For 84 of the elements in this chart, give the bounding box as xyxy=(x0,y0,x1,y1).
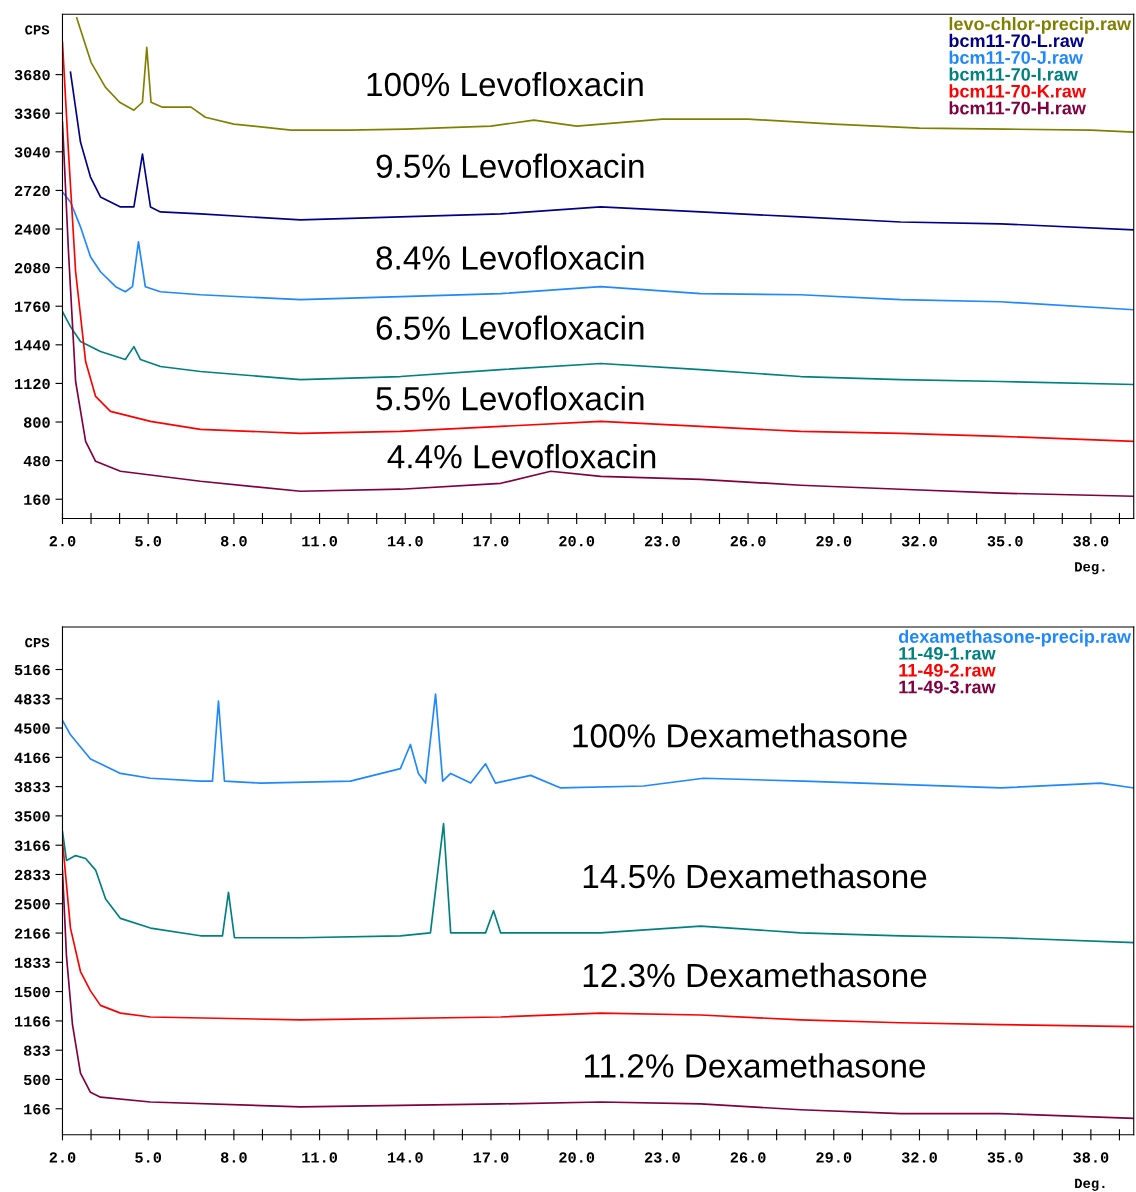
y-tick-label: 2166 xyxy=(14,928,50,939)
y-tick-label: 1120 xyxy=(15,378,50,390)
y-tick-label: 3166 xyxy=(14,840,50,851)
x-axis-title: Deg. xyxy=(1075,562,1105,575)
y-tick-label: 2080 xyxy=(14,262,50,274)
line-series xyxy=(62,310,1134,386)
y-tick-label: 833 xyxy=(23,1045,50,1056)
x-tick-label: 14.0 xyxy=(387,1152,423,1163)
line-series xyxy=(62,191,1134,311)
line-series xyxy=(62,693,1134,789)
text: bcm11-70-J.raw xyxy=(949,50,1083,64)
y-tick-label: 160 xyxy=(24,494,50,505)
x-tick-label: 2.0 xyxy=(49,1152,76,1163)
text: 11-49-1.raw xyxy=(899,647,996,660)
line-series xyxy=(62,840,1134,1028)
text: dexamethasone-precip.raw xyxy=(898,629,1132,647)
y-axis-title: CPS xyxy=(25,25,50,35)
y-tick-label: 4833 xyxy=(14,694,50,705)
y-tick-label: 166 xyxy=(24,1104,50,1115)
x-tick-label: 32.0 xyxy=(901,1152,937,1163)
y-tick-label: 1166 xyxy=(15,1016,50,1027)
y-tick-label: 480 xyxy=(23,455,50,467)
annotation: 5.5% Levofloxacin xyxy=(376,386,644,411)
text: bcm11-70-H.raw xyxy=(949,101,1086,115)
y-tick-label: 3040 xyxy=(14,147,50,158)
x-tick-label: 20.0 xyxy=(559,536,595,547)
annotation: 8.4% Levofloxacin xyxy=(376,245,644,270)
annotation: 6.5% Levofloxacin xyxy=(376,315,644,340)
y-tick-label: 2400 xyxy=(14,224,50,235)
annotation: 100% Levofloxacin xyxy=(367,71,643,97)
x-tick-label: 17.0 xyxy=(473,1152,509,1163)
y-tick-label: 2833 xyxy=(14,869,50,881)
y-tick-label: 2500 xyxy=(14,899,50,910)
annotation: 4.4% Levofloxacin xyxy=(387,443,656,469)
y-axis-title: CPS xyxy=(25,637,50,648)
text: bcm11-70-L.raw xyxy=(949,33,1084,48)
x-tick-label: 38.0 xyxy=(1073,1152,1109,1163)
x-tick-label: 38.0 xyxy=(1073,536,1109,547)
x-axis-title: Deg. xyxy=(1075,1178,1105,1191)
y-tick-label: 1500 xyxy=(15,986,50,998)
x-tick-label: 23.0 xyxy=(644,536,680,547)
annotation: 11.2% Dexamethasone xyxy=(585,1053,926,1078)
y-tick-label: 5166 xyxy=(14,664,50,676)
x-tick-label: 35.0 xyxy=(987,1152,1023,1163)
text: 11-49-3.raw xyxy=(899,680,996,694)
x-tick-label: 5.0 xyxy=(135,1152,162,1163)
x-tick-label: 20.0 xyxy=(559,1152,595,1163)
line-series xyxy=(75,17,1134,133)
text: bcm11-70-I.raw xyxy=(949,67,1078,81)
x-tick-label: 29.0 xyxy=(816,1152,852,1163)
y-tick-label: 4500 xyxy=(14,723,50,734)
y-tick-label: 3833 xyxy=(14,781,50,793)
annotation: 12.3% Dexamethasone xyxy=(583,962,927,988)
y-tick-label: 1760 xyxy=(15,301,50,312)
text: levo-chlor-precip.raw xyxy=(949,17,1132,34)
annotation: 100% Dexamethasone xyxy=(573,723,907,748)
y-tick-label: 500 xyxy=(23,1074,50,1086)
x-tick-label: 8.0 xyxy=(220,1152,247,1163)
x-tick-label: 5.0 xyxy=(135,536,162,547)
x-tick-label: 14.0 xyxy=(387,536,423,547)
x-tick-label: 26.0 xyxy=(730,1152,766,1163)
y-tick-label: 3680 xyxy=(14,69,50,81)
text: 11-49-2.raw xyxy=(899,663,996,677)
y-tick-label: 800 xyxy=(23,417,50,428)
x-tick-label: 8.0 xyxy=(220,536,247,547)
annotation: 9.5% Levofloxacin xyxy=(376,153,644,179)
y-tick-label: 1440 xyxy=(15,340,50,351)
x-tick-label: 23.0 xyxy=(644,1152,680,1163)
x-tick-label: 17.0 xyxy=(473,536,509,547)
x-tick-label: 32.0 xyxy=(901,536,937,547)
line-series xyxy=(62,822,1134,944)
x-tick-label: 35.0 xyxy=(987,536,1023,547)
y-tick-label: 1833 xyxy=(15,957,50,969)
x-tick-label: 26.0 xyxy=(730,536,766,547)
x-tick-label: 2.0 xyxy=(49,536,76,547)
y-tick-label: 3500 xyxy=(14,811,50,822)
x-tick-label: 29.0 xyxy=(816,536,852,547)
y-tick-label: 4166 xyxy=(14,752,50,764)
text: bcm11-70-K.raw xyxy=(949,84,1086,98)
x-tick-label: 11.0 xyxy=(302,536,338,547)
y-tick-label: 3360 xyxy=(14,108,50,119)
y-tick-label: 2720 xyxy=(14,185,50,197)
annotation: 14.5% Dexamethasone xyxy=(583,863,927,889)
x-tick-label: 11.0 xyxy=(302,1152,338,1163)
